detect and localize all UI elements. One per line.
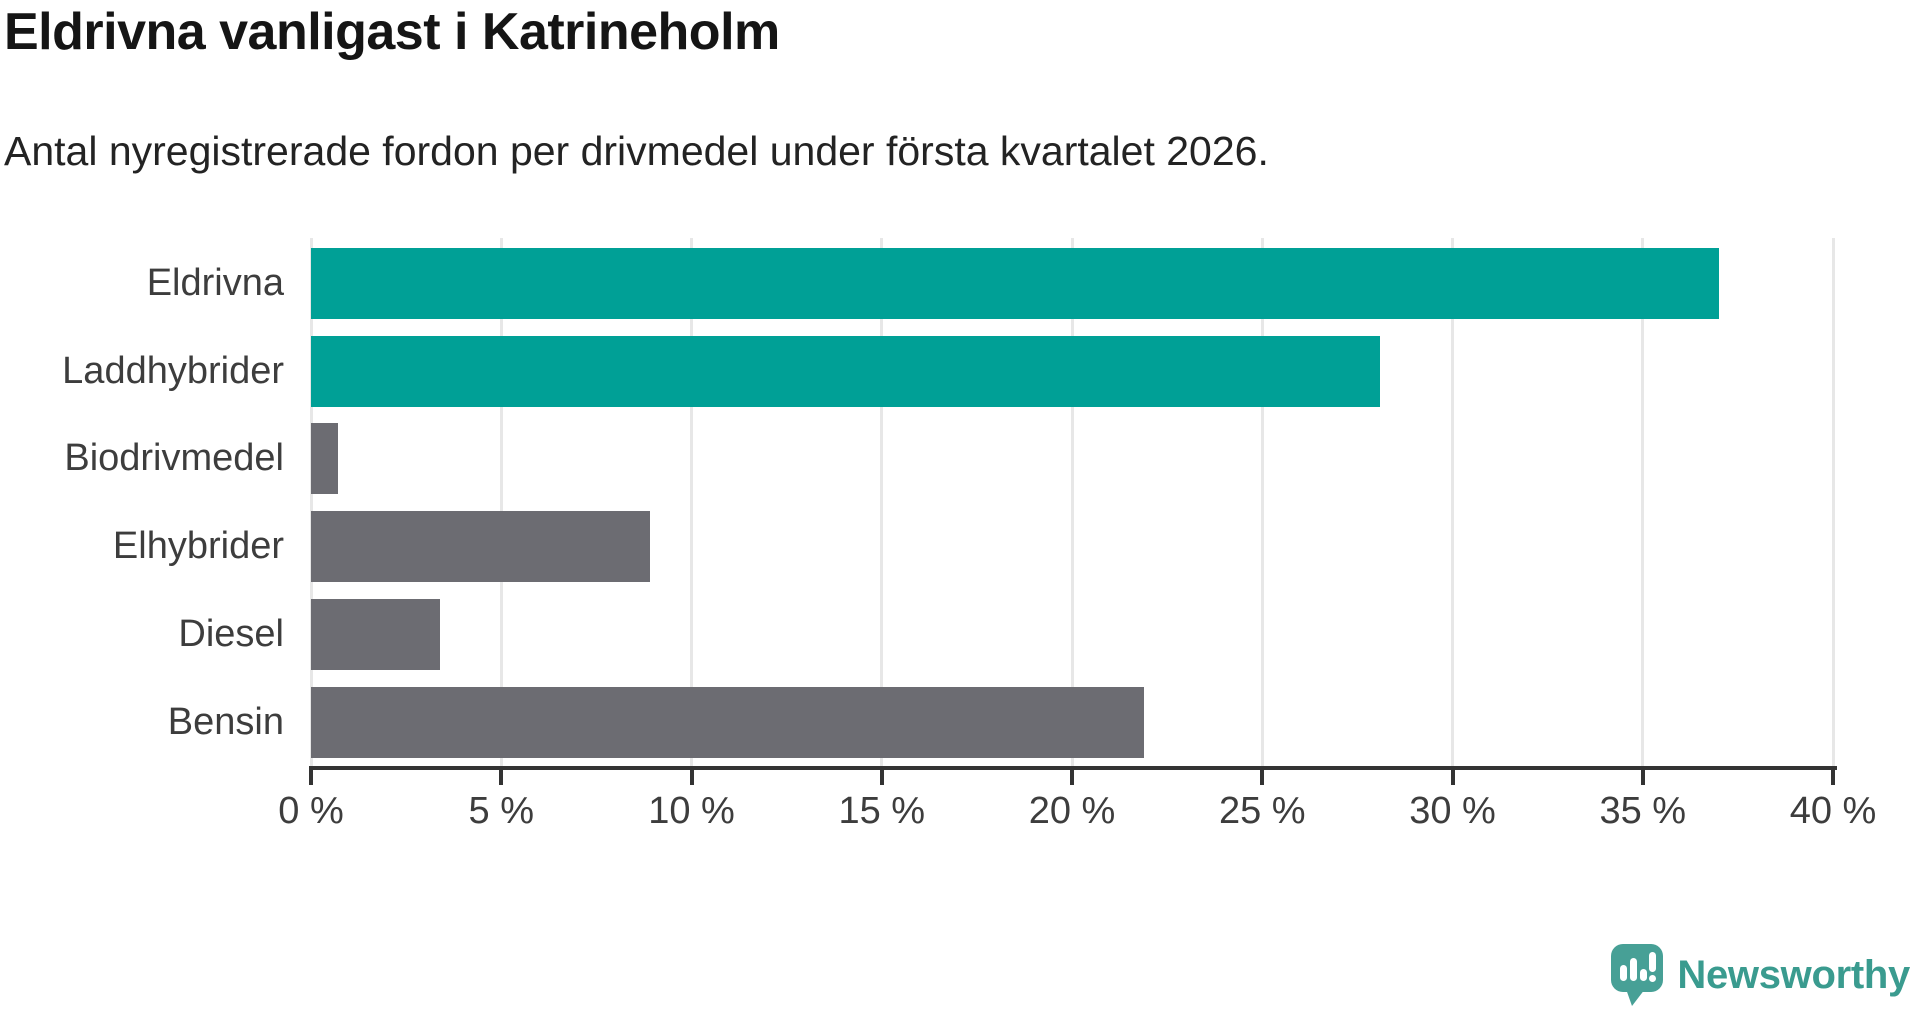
- category-label-bensin: Bensin: [167, 700, 284, 743]
- x-axis-tick-15%: [879, 770, 884, 785]
- bar-elhybrider: [311, 511, 650, 583]
- newsworthy-logo-icon: [1611, 944, 1664, 1006]
- gridline-40%: [1831, 238, 1835, 766]
- gridline-35%: [1641, 238, 1645, 766]
- x-axis-tick-label-5%: 5 %: [468, 790, 534, 832]
- gridline-20%: [1070, 238, 1074, 766]
- gridline-10%: [690, 238, 693, 766]
- x-axis-tick-0%: [309, 770, 313, 785]
- x-axis-tick-label-20%: 20 %: [1028, 790, 1116, 832]
- x-axis-tick-5%: [499, 770, 504, 785]
- x-axis-tick-35%: [1640, 770, 1645, 785]
- brand-name: Newsworthy: [1677, 952, 1910, 997]
- gridline-30%: [1451, 238, 1454, 766]
- bar-biodrivmedel: [311, 423, 338, 495]
- x-axis-tick-30%: [1450, 770, 1455, 785]
- x-axis-tick-10%: [689, 770, 694, 785]
- bar-eldrivna: [311, 248, 1719, 319]
- x-axis-tick-label-35%: 35 %: [1599, 790, 1687, 832]
- gridline-0%: [309, 238, 313, 766]
- category-label-diesel: Diesel: [178, 612, 284, 655]
- category-label-eldrivna: Eldrivna: [146, 262, 284, 304]
- category-label-biodrivmedel: Biodrivmedel: [64, 437, 284, 480]
- gridline-5%: [499, 238, 503, 766]
- x-axis-tick-label-0%: 0 %: [278, 790, 344, 832]
- gridline-15%: [880, 238, 884, 766]
- chart-subtitle: Antal nyregistrerade fordon per drivmede…: [4, 128, 1269, 174]
- bar-bensin: [311, 686, 1145, 758]
- category-label-elhybrider: Elhybrider: [112, 525, 284, 568]
- category-label-laddhybrider: Laddhybrider: [62, 349, 284, 392]
- x-axis-tick-20%: [1070, 770, 1074, 785]
- x-axis-tick-label-10%: 10 %: [648, 790, 735, 832]
- chart-title: Eldrivna vanligast i Katrineholm: [4, 3, 780, 61]
- x-axis-line: [309, 766, 1837, 770]
- x-axis-tick-25%: [1260, 770, 1265, 785]
- bar-laddhybrider: [311, 335, 1381, 407]
- bar-diesel: [311, 598, 441, 670]
- brand-footer: Newsworthy: [1611, 944, 1910, 1006]
- x-axis-tick-label-30%: 30 %: [1409, 790, 1496, 832]
- x-axis-tick-label-15%: 15 %: [838, 790, 926, 832]
- gridline-25%: [1260, 238, 1264, 766]
- x-axis-tick-40%: [1831, 770, 1835, 785]
- x-axis-tick-label-25%: 25 %: [1218, 790, 1306, 832]
- x-axis-tick-label-40%: 40 %: [1789, 790, 1877, 832]
